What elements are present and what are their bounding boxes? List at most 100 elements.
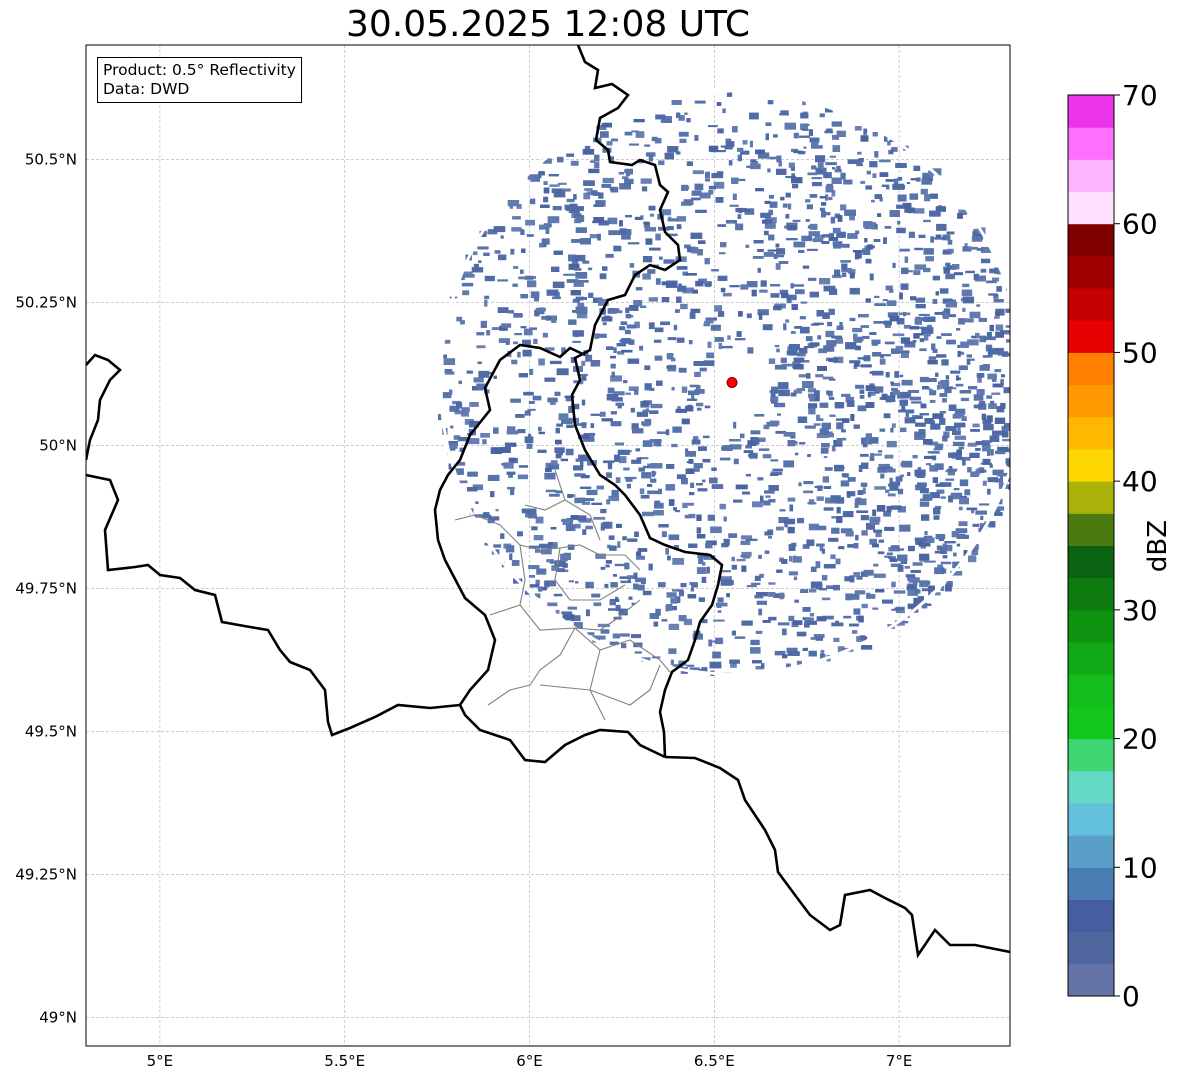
echo-pixel (939, 418, 946, 425)
echo-pixel (620, 321, 628, 325)
echo-pixel (527, 433, 532, 437)
echo-pixel (511, 560, 520, 566)
echo-pixel (704, 320, 714, 324)
echo-pixel (733, 499, 743, 503)
echo-pixel (697, 488, 708, 492)
echo-pixel (541, 238, 550, 245)
echo-pixel (577, 515, 587, 522)
echo-pixel (758, 554, 762, 559)
echo-pixel (731, 556, 735, 562)
echo-pixel (714, 305, 723, 312)
echo-pixel (846, 491, 851, 498)
echo-pixel (996, 406, 1005, 413)
echo-pixel (508, 457, 516, 463)
echo-pixel (758, 152, 770, 159)
echo-pixel (719, 570, 731, 573)
echo-pixel (706, 566, 710, 574)
echo-pixel (800, 301, 808, 304)
echo-pixel (740, 540, 751, 545)
echo-pixel (631, 130, 639, 133)
echo-pixel (932, 477, 938, 483)
echo-pixel (785, 319, 790, 323)
echo-pixel (462, 271, 473, 275)
echo-pixel (995, 331, 1004, 338)
echo-pixel (561, 418, 573, 424)
echo-pixel (957, 344, 961, 348)
echo-pixel (845, 530, 854, 537)
echo-pixel (894, 607, 904, 611)
echo-pixel (674, 510, 681, 513)
echo-pixel (1013, 458, 1017, 465)
echo-pixel (809, 394, 815, 402)
echo-pixel (642, 511, 654, 517)
echo-pixel (493, 427, 499, 434)
echo-pixel (865, 258, 872, 264)
echo-pixel (752, 256, 764, 259)
echo-pixel (972, 544, 979, 551)
echo-pixel (487, 474, 500, 481)
echo-pixel (529, 327, 537, 330)
echo-pixel (770, 293, 780, 298)
echo-pixel (849, 214, 855, 221)
echo-pixel (940, 561, 952, 565)
echo-pixel (952, 430, 961, 435)
echo-pixel (592, 220, 605, 224)
echo-pixel (525, 219, 535, 226)
echo-pixel (696, 527, 702, 534)
echo-pixel (831, 177, 842, 184)
echo-pixel (828, 433, 834, 438)
echo-pixel (715, 197, 724, 203)
echo-pixel (619, 576, 630, 579)
echo-pixel (800, 326, 810, 334)
echo-pixel (978, 527, 984, 533)
echo-pixel (642, 590, 652, 596)
echo-pixel (918, 541, 931, 547)
echo-pixel (830, 216, 836, 224)
echo-pixel (894, 620, 905, 626)
echo-pixel (819, 653, 826, 660)
echo-pixel (673, 324, 678, 331)
echo-pixel (860, 364, 872, 368)
echo-pixel (686, 664, 695, 667)
echo-pixel (1004, 423, 1010, 428)
echo-pixel (835, 337, 844, 344)
echo-pixel (976, 389, 985, 396)
echo-pixel (892, 333, 905, 337)
echo-pixel (680, 303, 688, 310)
echo-pixel (922, 494, 933, 501)
echo-pixel (939, 288, 949, 294)
echo-pixel (914, 264, 927, 270)
echo-pixel (998, 498, 1003, 505)
echo-pixel (977, 376, 982, 383)
echo-pixel (865, 433, 872, 439)
echo-pixel (914, 318, 922, 325)
echo-pixel (919, 501, 930, 507)
echo-pixel (945, 478, 955, 481)
echo-pixel (486, 330, 491, 336)
echo-pixel (884, 526, 895, 531)
echo-pixel (647, 490, 659, 495)
echo-pixel (448, 463, 454, 470)
echo-pixel (958, 209, 968, 215)
echo-pixel (702, 435, 710, 439)
echo-pixel (946, 265, 957, 270)
echo-pixel (879, 197, 883, 202)
echo-pixel (849, 272, 855, 279)
echo-pixel (665, 281, 677, 288)
echo-pixel (856, 576, 863, 580)
echo-pixel (545, 580, 556, 587)
echo-pixel (752, 660, 762, 664)
echo-pixel (817, 169, 823, 173)
echo-pixel (649, 213, 655, 217)
echo-pixel (726, 91, 733, 97)
echo-pixel (882, 599, 893, 604)
echo-pixel (793, 132, 799, 139)
echo-pixel (581, 375, 586, 380)
echo-pixel (534, 309, 540, 317)
echo-pixel (768, 616, 777, 621)
echo-pixel (493, 226, 506, 233)
echo-pixel (775, 430, 786, 434)
echo-pixel (872, 224, 878, 230)
echo-pixel (591, 502, 603, 505)
echo-pixel (705, 540, 717, 546)
